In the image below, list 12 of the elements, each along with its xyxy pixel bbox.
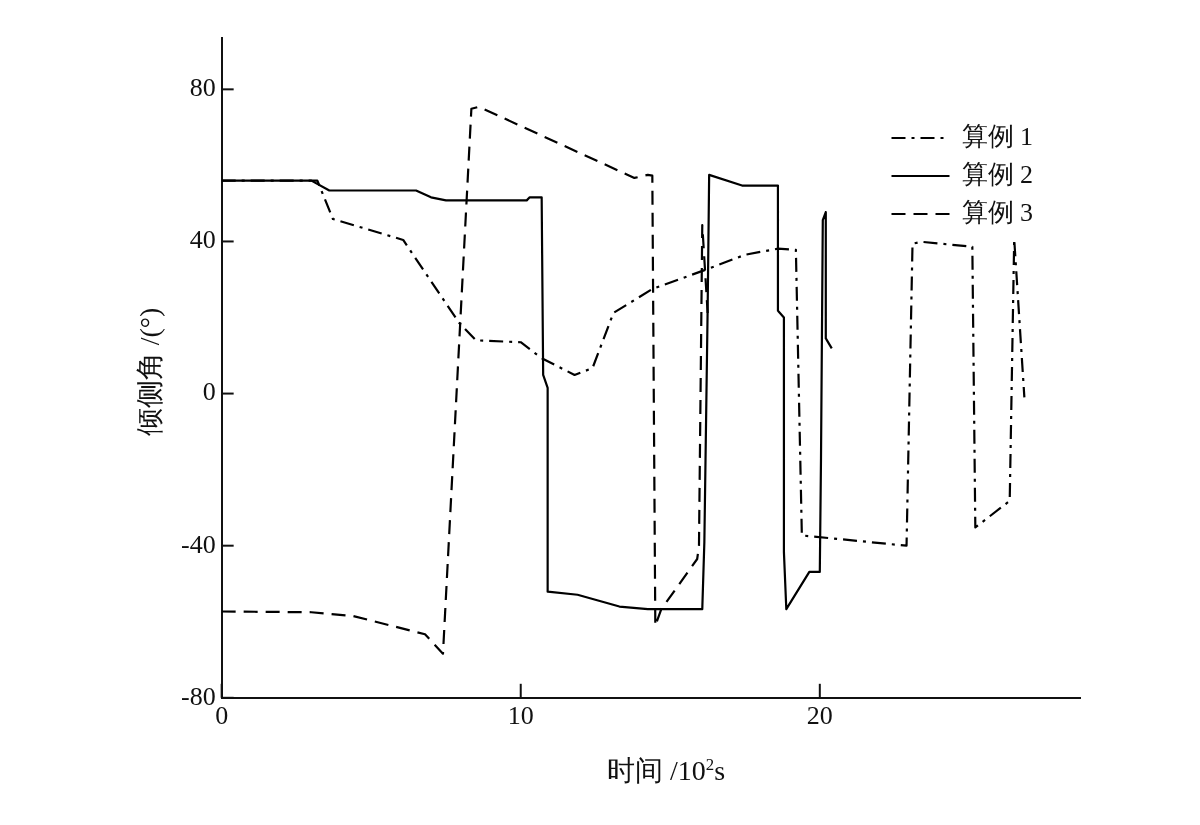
y-tick-label: 0 xyxy=(202,377,216,407)
y-tick-label: 80 xyxy=(189,73,216,103)
legend-label: 算例 2 xyxy=(961,159,1033,189)
y-tick-label: -40 xyxy=(180,529,216,559)
x-axis-title: 时间 /10$^{2}$s xyxy=(605,753,727,788)
x-tick-label: 10 xyxy=(507,701,534,731)
x-tick-label: 20 xyxy=(806,701,833,731)
y-tick-label: 40 xyxy=(189,225,216,255)
legend-label: 算例 3 xyxy=(961,197,1033,227)
y-tick-label: -80 xyxy=(180,681,216,711)
y-axis-title: 倾侧角 /(°) xyxy=(133,307,166,437)
legend-label: 算例 1 xyxy=(961,121,1033,151)
